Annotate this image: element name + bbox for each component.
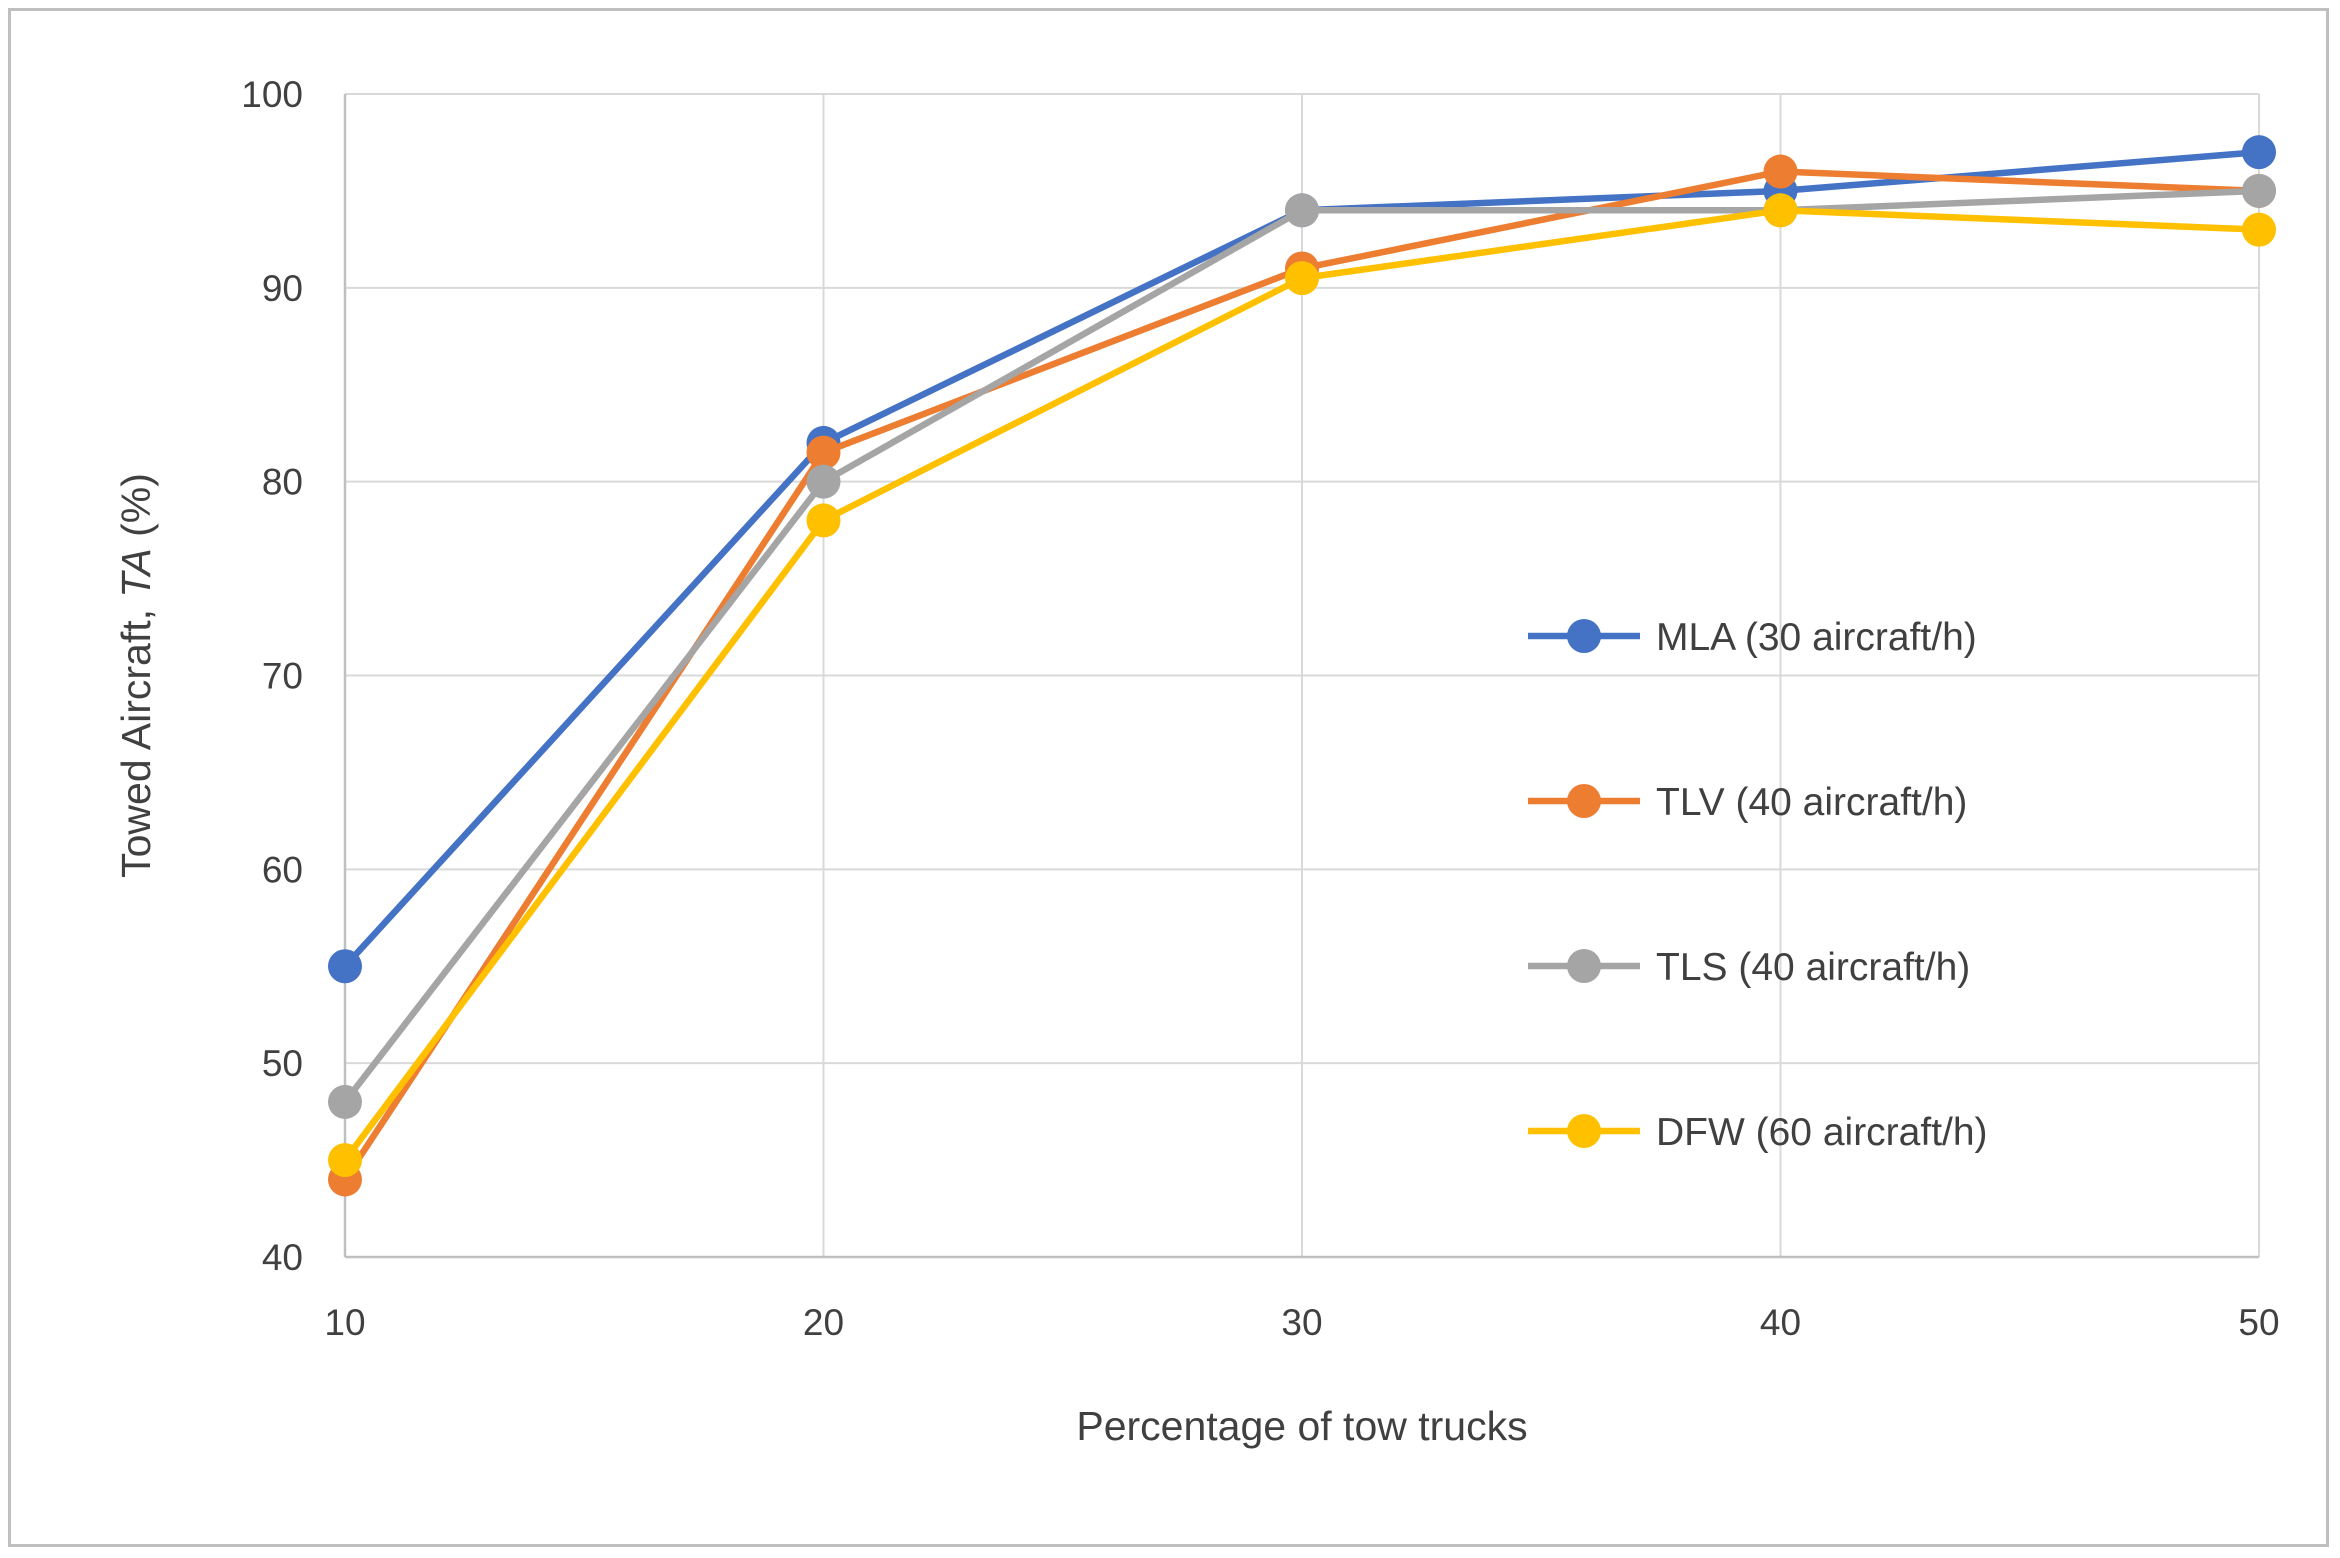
legend-label: DFW (60 aircraft/h) [1656, 1111, 1988, 1154]
data-point-marker [806, 464, 841, 499]
x-axis-tick-label: 50 [2238, 1302, 2279, 1343]
data-point-marker [328, 1084, 362, 1119]
y-axis-tick-label: 50 [262, 1043, 303, 1084]
y-axis-title: Towed Aircraft, TA (%) [113, 473, 159, 878]
y-axis-tick-label: 40 [262, 1237, 303, 1278]
x-axis-tick-label: 20 [803, 1302, 844, 1343]
data-point-marker [2242, 173, 2276, 208]
x-axis-title: Percentage of tow trucks [1076, 1403, 1527, 1449]
legend-item: TLS (40 aircraft/h) [1528, 946, 1970, 989]
x-axis-tick-label: 30 [1281, 1302, 1322, 1343]
legend-marker [1567, 784, 1601, 818]
legend-item: TLV (40 aircraft/h) [1528, 781, 1967, 824]
y-axis-tick-label: 100 [241, 74, 303, 115]
legend: MLA (30 aircraft/h) TLV (40 aircraft/h) TL… [1528, 616, 1988, 1154]
tick-labels: 40 50 60 70 80 90 100 10 20 30 40 50 [241, 74, 2279, 1343]
data-point-marker [1763, 154, 1798, 189]
legend-item: DFW (60 aircraft/h) [1528, 1111, 1988, 1154]
series-dfw [328, 193, 2276, 1178]
x-axis-tick-label: 10 [324, 1302, 365, 1343]
axes [343, 94, 2259, 1259]
data-point-marker [1763, 193, 1798, 228]
legend-marker [1567, 619, 1601, 653]
data-point-marker [328, 949, 362, 984]
data-point-marker [2242, 212, 2276, 247]
data-point-marker [1285, 261, 1319, 296]
series-tls [328, 173, 2276, 1119]
legend-item: MLA (30 aircraft/h) [1528, 616, 1977, 659]
data-point-marker [328, 1143, 362, 1178]
data-point-marker [806, 503, 841, 538]
y-axis-tick-label: 70 [262, 656, 303, 697]
data-point-marker [1285, 193, 1319, 228]
legend-marker [1567, 949, 1601, 983]
x-axis-tick-label: 40 [1760, 1302, 1801, 1343]
legend-label: MLA (30 aircraft/h) [1656, 616, 1977, 659]
data-point-marker [806, 435, 841, 470]
legend-label: TLV (40 aircraft/h) [1656, 781, 1967, 824]
y-axis-tick-label: 90 [262, 268, 303, 309]
y-axis-tick-label: 80 [262, 462, 303, 503]
data-point-marker [2242, 135, 2276, 170]
y-axis-tick-label: 60 [262, 849, 303, 890]
legend-label: TLS (40 aircraft/h) [1656, 946, 1970, 989]
legend-marker [1567, 1114, 1601, 1148]
